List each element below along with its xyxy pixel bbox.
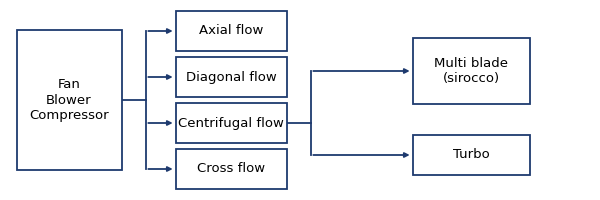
Text: Fan
Blower
Compressor: Fan Blower Compressor [29, 78, 109, 121]
FancyBboxPatch shape [176, 57, 287, 97]
Text: Centrifugal flow: Centrifugal flow [178, 116, 284, 130]
FancyBboxPatch shape [176, 149, 287, 189]
FancyBboxPatch shape [176, 11, 287, 51]
Text: Turbo: Turbo [452, 148, 490, 162]
Text: Axial flow: Axial flow [199, 24, 263, 38]
Text: Cross flow: Cross flow [197, 162, 265, 176]
FancyBboxPatch shape [413, 135, 530, 175]
FancyBboxPatch shape [176, 103, 287, 143]
FancyBboxPatch shape [413, 38, 530, 104]
FancyBboxPatch shape [17, 30, 122, 170]
Text: Multi blade
(sirocco): Multi blade (sirocco) [434, 57, 508, 85]
Text: Diagonal flow: Diagonal flow [185, 71, 277, 84]
